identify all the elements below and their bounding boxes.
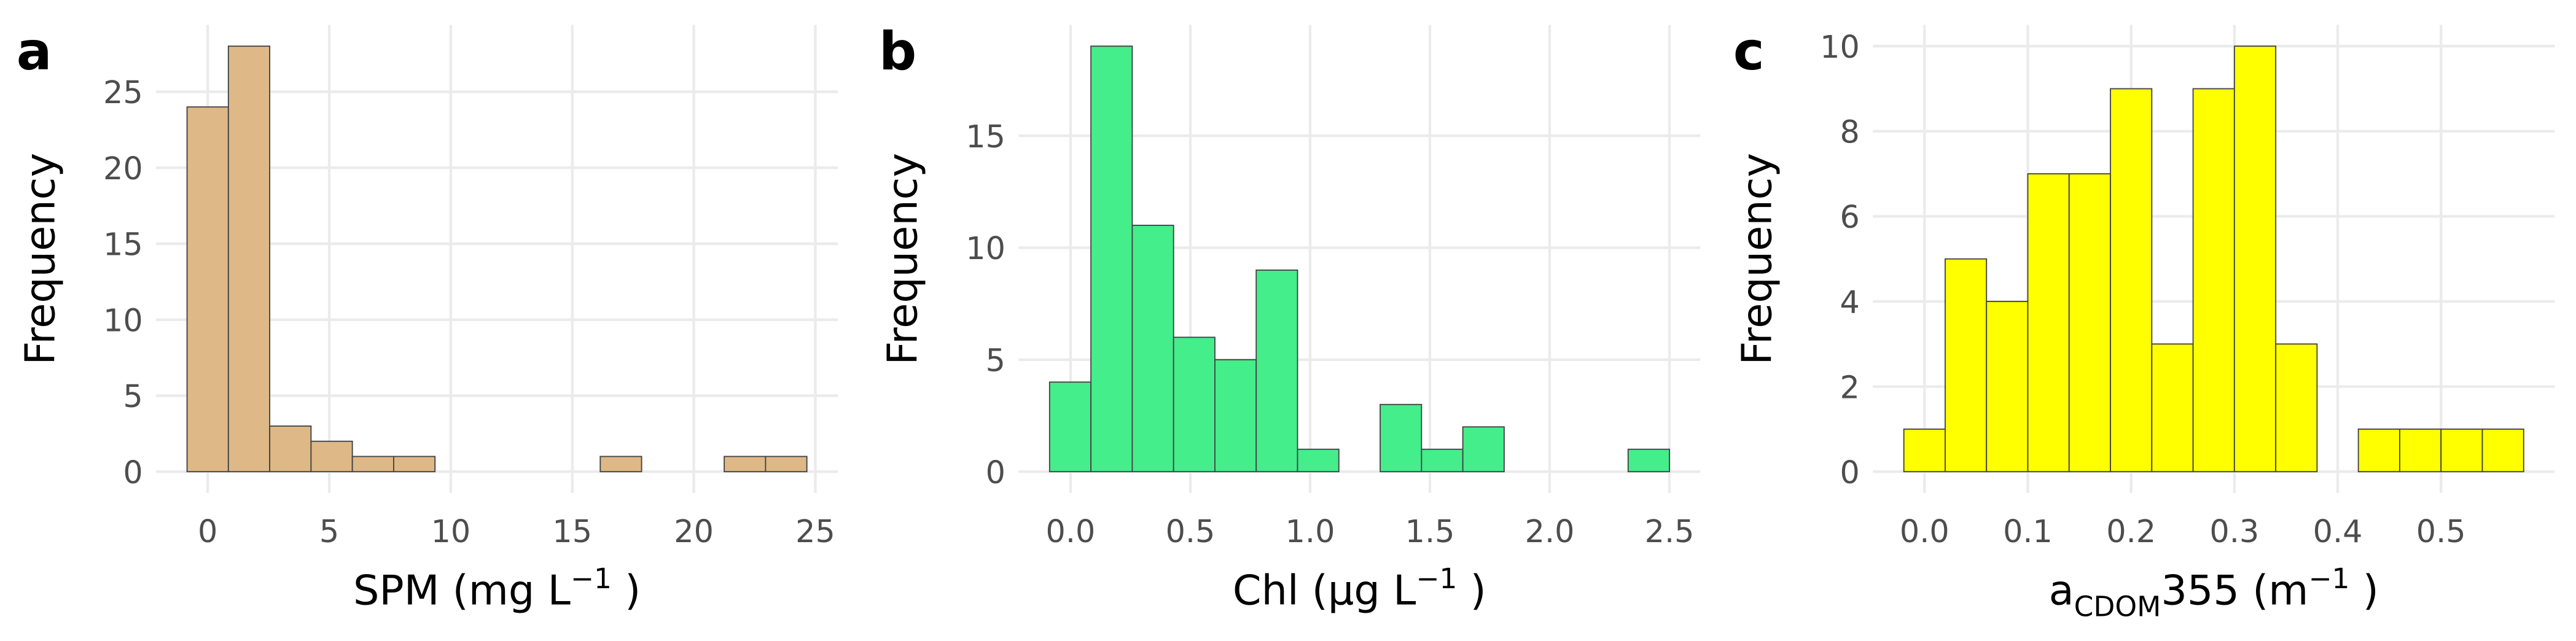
bar: [269, 425, 312, 473]
bar: [1255, 269, 1298, 473]
bar: [765, 456, 808, 473]
bar: [186, 106, 229, 473]
y-tick-label: 8: [1840, 114, 1859, 150]
bar: [1380, 403, 1423, 473]
x-axis-title: SPM (mg L−1 ): [353, 562, 641, 615]
bar: [2192, 88, 2235, 473]
bar: [1131, 225, 1174, 473]
x-axis-title-part: −1: [571, 562, 612, 595]
x-tick-label: 0.4: [2313, 513, 2363, 550]
y-tick-label: 25: [103, 74, 143, 111]
bar: [2110, 88, 2153, 473]
bar: [1627, 448, 1670, 473]
y-tick-label: 5: [123, 378, 142, 414]
x-axis-title-part: ): [1457, 567, 1486, 615]
y-axis-title: Frequency: [879, 153, 927, 365]
x-tick-label: 10: [431, 513, 471, 550]
x-tick-label: 15: [552, 513, 592, 550]
bar: [2027, 173, 2070, 473]
bar: [1462, 426, 1505, 473]
bar: [2440, 428, 2483, 473]
y-tick-label: 15: [103, 227, 143, 263]
bar: [1297, 448, 1340, 473]
x-axis-title: Chl (µg L−1 ): [1233, 562, 1486, 615]
bar: [1903, 428, 1946, 473]
panel-label: b: [879, 21, 916, 82]
y-tick-label: 0: [986, 454, 1005, 491]
bar: [2233, 45, 2277, 473]
y-tick-label: 10: [966, 230, 1005, 266]
x-tick-label: 0.1: [2003, 513, 2053, 550]
panel: 0 2 4 6 8 10 0.0 0.1 0.2 0.3 0.4 0.5 c Frequency aCDOM…: [1733, 21, 2555, 623]
x-axis-title-part: 355 (m: [2161, 567, 2308, 615]
bar: [1214, 359, 1257, 473]
x-tick-label: 1.0: [1286, 513, 1335, 550]
x-tick-label: 0.5: [1166, 513, 1216, 550]
bar: [351, 456, 394, 473]
bar: [599, 456, 642, 473]
bar: [1945, 258, 1988, 473]
x-tick-label: 0.0: [1900, 513, 1950, 550]
bar: [2357, 428, 2400, 473]
y-tick-label: 10: [1820, 29, 1860, 65]
x-axis-title-part: ): [2349, 567, 2378, 615]
bar: [1986, 301, 2029, 473]
bar: [724, 456, 767, 473]
x-tick-label: 20: [674, 513, 714, 550]
bar: [2151, 343, 2194, 473]
x-axis-title-part: Chl (µg L: [1233, 567, 1416, 615]
panel: 0 5 10 15 20 25 0 5 10 15 20 25 a Frequency SPM (mg L−…: [16, 21, 838, 615]
bar: [227, 45, 271, 473]
x-tick-label: 0.2: [2106, 513, 2156, 550]
x-tick-label: 2.5: [1645, 513, 1695, 550]
x-axis-title-part: −1: [1416, 562, 1457, 595]
x-axis-title-part: ): [612, 567, 641, 615]
bar: [392, 456, 436, 473]
y-tick-label: 20: [103, 150, 143, 187]
y-tick-label: 15: [966, 118, 1005, 155]
y-tick-label: 0: [123, 454, 142, 491]
y-tick-label: 4: [1840, 284, 1859, 320]
x-tick-label: 0.5: [2416, 513, 2466, 550]
y-tick-label: 0: [1840, 454, 1859, 491]
x-tick-label: 0.0: [1046, 513, 1096, 550]
x-tick-label: 2.0: [1525, 513, 1575, 550]
panel-label: c: [1733, 21, 1765, 82]
bar: [1048, 381, 1092, 473]
y-axis-title: Frequency: [16, 153, 64, 365]
bar: [1421, 448, 1464, 473]
panel-label: a: [17, 21, 52, 82]
bar: [2481, 428, 2524, 473]
bar: [2399, 428, 2442, 473]
bar: [2275, 343, 2318, 473]
x-tick-label: 0.3: [2209, 513, 2259, 550]
y-tick-label: 6: [1840, 199, 1859, 235]
panel: 0 5 10 15 0.0 0.5 1.0 1.5 2.0 2.5 b Frequency Chl (µ…: [879, 21, 1701, 615]
x-tick-label: 1.5: [1405, 513, 1455, 550]
x-tick-label: 25: [795, 513, 835, 550]
y-axis-title: Frequency: [1733, 153, 1781, 365]
x-axis-title-part: −1: [2308, 562, 2349, 595]
y-tick-label: 2: [1840, 369, 1859, 405]
x-axis-title-part: SPM (mg L: [353, 567, 571, 615]
bar: [2068, 173, 2111, 473]
bar: [310, 440, 353, 473]
x-axis-title-part: CDOM: [2074, 590, 2161, 623]
x-axis-title-part: a: [2049, 567, 2074, 615]
bar: [1090, 45, 1133, 473]
y-tick-label: 10: [103, 302, 143, 338]
x-tick-label: 5: [319, 513, 339, 550]
x-axis-title: aCDOM355 (m−1 ): [2049, 562, 2379, 623]
x-tick-label: 0: [198, 513, 217, 550]
y-tick-label: 5: [986, 343, 1005, 379]
bar: [1173, 336, 1216, 473]
